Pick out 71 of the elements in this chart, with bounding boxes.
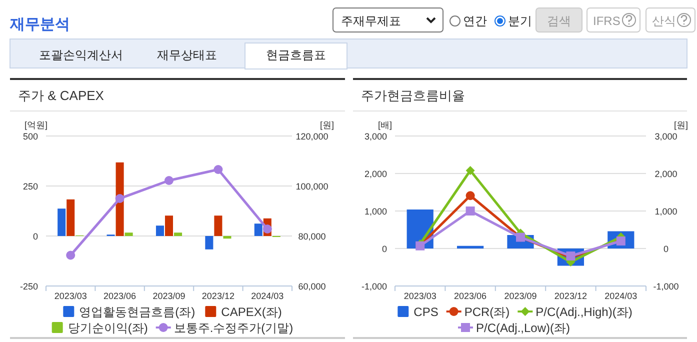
legend-label: 영업활동현금흐름(좌) [79, 305, 196, 319]
y-tick-label: -250 [20, 282, 38, 292]
y-tick-label: 1,000 [364, 206, 387, 216]
chart-title: 주가현금흐름비율 [361, 88, 465, 103]
y-tick-label: -1,000 [361, 282, 387, 292]
text: 현금흐름표 [266, 48, 326, 62]
y2-tick-label: 60,000 [298, 282, 326, 292]
text: 연간 [463, 14, 487, 28]
bar [58, 208, 66, 236]
point [466, 191, 475, 200]
bar [205, 236, 214, 250]
point [164, 176, 174, 185]
y-axis-title: [배] [378, 120, 392, 130]
legend-label: PCR(좌) [464, 305, 510, 319]
text: IFRS [593, 14, 620, 28]
y2-tick-label: 80,000 [298, 232, 326, 242]
bar [66, 199, 75, 236]
point [115, 194, 124, 203]
chart-title: 주가 & CAPEX [18, 88, 104, 103]
y-tick-label: 3,000 [364, 132, 387, 142]
y2-tick-label: 120,000 [296, 132, 328, 142]
point [262, 224, 272, 234]
text: 분기 [508, 14, 532, 28]
point [466, 206, 475, 216]
legend-label: P/C(Adj.,Low)(좌) [476, 321, 570, 335]
legend-label: P/C(Adj.,High)(좌) [536, 305, 632, 319]
y2-tick-label: 100,000 [296, 182, 328, 192]
text: 주재무제표 [341, 14, 401, 28]
point [466, 166, 475, 175]
y-tick-label: 0 [382, 244, 387, 254]
legend-label: 당기순이익(좌) [68, 321, 148, 335]
y2-tick-label: 0 [663, 244, 669, 254]
bar [164, 216, 174, 236]
text: 검색 [547, 14, 571, 28]
y-tick-label: 500 [22, 132, 38, 142]
y2-tick-label: 3,000 [654, 132, 678, 142]
text: 재무상태표 [157, 48, 217, 62]
y2-axis-title: [원] [320, 120, 334, 130]
x-tick-label: 2024/03 [604, 291, 638, 301]
bar [456, 246, 484, 248]
x-tick-label: 2023/09 [152, 291, 186, 301]
x-tick-label: 2024/03 [251, 291, 284, 301]
x-tick-label: 2023/06 [104, 291, 136, 301]
y-axis-title: [억원] [24, 120, 48, 130]
y2-tick-label: -1,000 [653, 282, 679, 292]
y2-axis-title: [원] [674, 120, 688, 130]
x-tick-label: 2023/12 [202, 291, 234, 301]
point [214, 165, 223, 174]
legend-label: CPS [414, 305, 438, 319]
legend-label: CAPEX(좌) [221, 305, 282, 319]
y-tick-label: 250 [22, 182, 38, 192]
x-tick-label: 2023/06 [454, 291, 487, 301]
bar [254, 224, 262, 236]
text: 재무분석 [9, 16, 70, 33]
y-tick-label: 2,000 [364, 169, 387, 179]
bar [156, 226, 164, 236]
y-tick-label: 0 [32, 232, 38, 242]
y2-tick-label: 1,000 [654, 206, 678, 216]
bar [223, 236, 232, 239]
x-tick-label: 2023/03 [54, 291, 87, 301]
bar [174, 232, 182, 236]
x-tick-label: 2023/12 [554, 291, 587, 301]
bar [124, 232, 133, 236]
point [66, 250, 76, 260]
bar [214, 216, 222, 236]
y2-tick-label: 2,000 [654, 169, 678, 179]
x-tick-label: 2023/09 [504, 291, 537, 301]
text: 포괄손익계산서 [39, 48, 123, 62]
text: 산식 [652, 14, 676, 28]
x-tick-label: 2023/03 [404, 291, 436, 301]
legend-label: 보통주.수정주가(기말) [174, 321, 294, 335]
